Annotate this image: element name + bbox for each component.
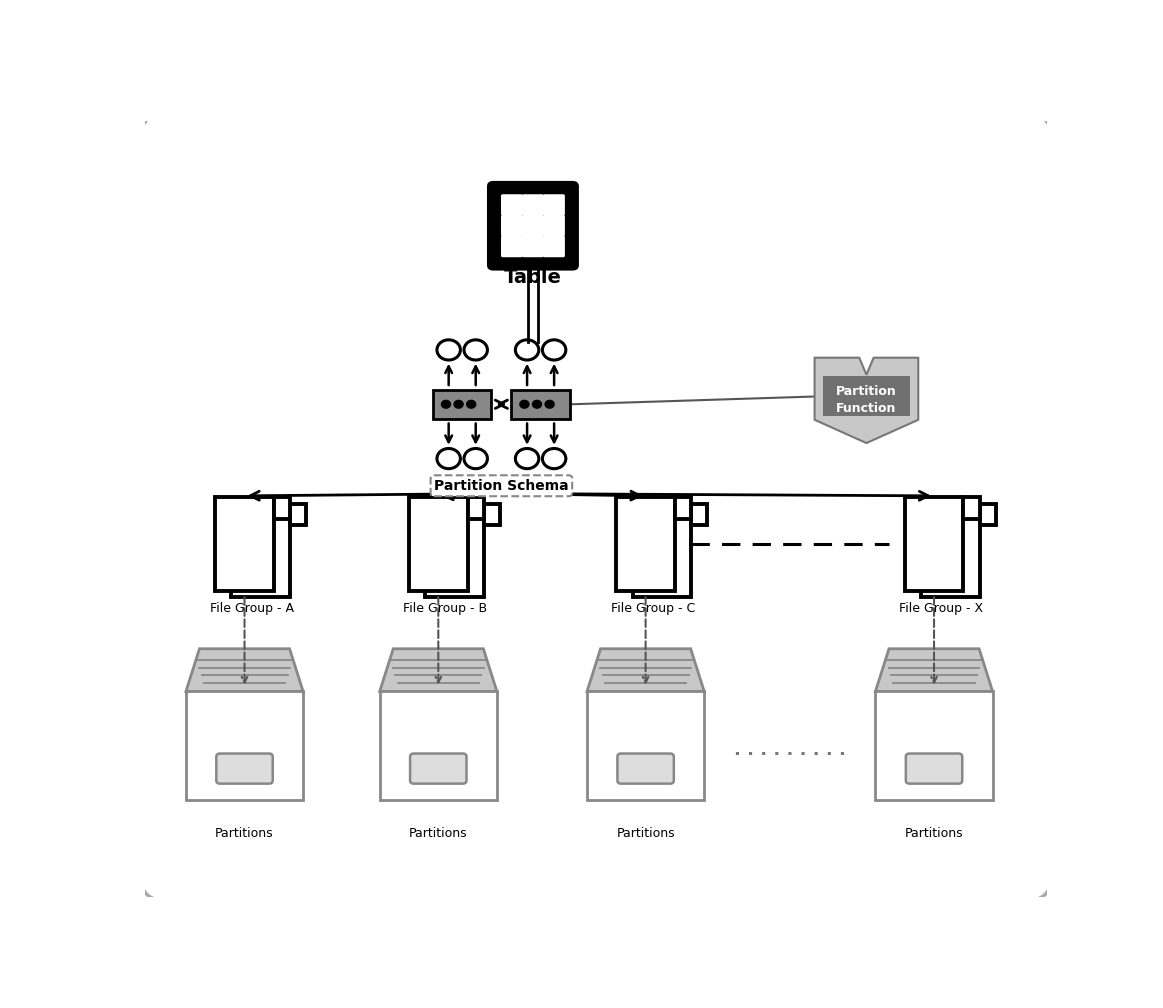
Polygon shape [587,649,705,691]
FancyBboxPatch shape [587,691,705,800]
Text: . . . . . . . . .: . . . . . . . . . [734,741,846,759]
FancyBboxPatch shape [501,236,523,257]
FancyBboxPatch shape [543,195,565,216]
Text: File Group - C: File Group - C [611,602,695,615]
FancyBboxPatch shape [618,754,673,783]
FancyBboxPatch shape [433,389,492,419]
Polygon shape [273,497,290,519]
FancyBboxPatch shape [522,236,544,257]
Polygon shape [231,504,290,597]
Circle shape [466,400,476,408]
Polygon shape [979,504,996,525]
Text: Table: Table [504,268,562,286]
Text: Partitions: Partitions [905,828,963,841]
Polygon shape [675,497,691,519]
Polygon shape [633,504,691,597]
Text: Partitions: Partitions [616,828,675,841]
FancyBboxPatch shape [380,691,497,800]
FancyBboxPatch shape [522,195,544,216]
Text: File Group - A: File Group - A [209,602,294,615]
Text: File Group - B: File Group - B [404,602,487,615]
FancyBboxPatch shape [876,691,993,800]
Text: Partitions: Partitions [409,828,468,841]
Polygon shape [484,504,500,525]
Polygon shape [409,497,468,591]
Polygon shape [426,504,484,597]
FancyBboxPatch shape [186,691,304,800]
Text: File Group - X: File Group - X [899,602,983,615]
FancyBboxPatch shape [512,389,570,419]
FancyBboxPatch shape [543,236,565,257]
Polygon shape [814,358,919,444]
FancyBboxPatch shape [906,754,962,783]
FancyBboxPatch shape [522,215,544,237]
FancyBboxPatch shape [141,113,1051,901]
Polygon shape [921,504,979,597]
Circle shape [520,400,529,408]
Polygon shape [905,497,963,591]
FancyBboxPatch shape [823,376,909,416]
Circle shape [454,400,463,408]
FancyBboxPatch shape [411,754,466,783]
Circle shape [533,400,542,408]
Polygon shape [691,504,707,525]
FancyBboxPatch shape [543,215,565,237]
Polygon shape [616,497,675,591]
Text: Partition Schema: Partition Schema [434,479,569,493]
Polygon shape [963,497,979,519]
FancyBboxPatch shape [216,754,273,783]
Polygon shape [186,649,304,691]
Circle shape [545,400,554,408]
Text: Partitions: Partitions [215,828,273,841]
FancyBboxPatch shape [501,195,523,216]
Polygon shape [215,497,273,591]
Text: Partition
Function: Partition Function [836,385,897,415]
Polygon shape [876,649,993,691]
Polygon shape [290,504,306,525]
FancyBboxPatch shape [501,215,523,237]
Polygon shape [468,497,484,519]
FancyBboxPatch shape [487,180,579,270]
Polygon shape [380,649,497,691]
Circle shape [442,400,450,408]
